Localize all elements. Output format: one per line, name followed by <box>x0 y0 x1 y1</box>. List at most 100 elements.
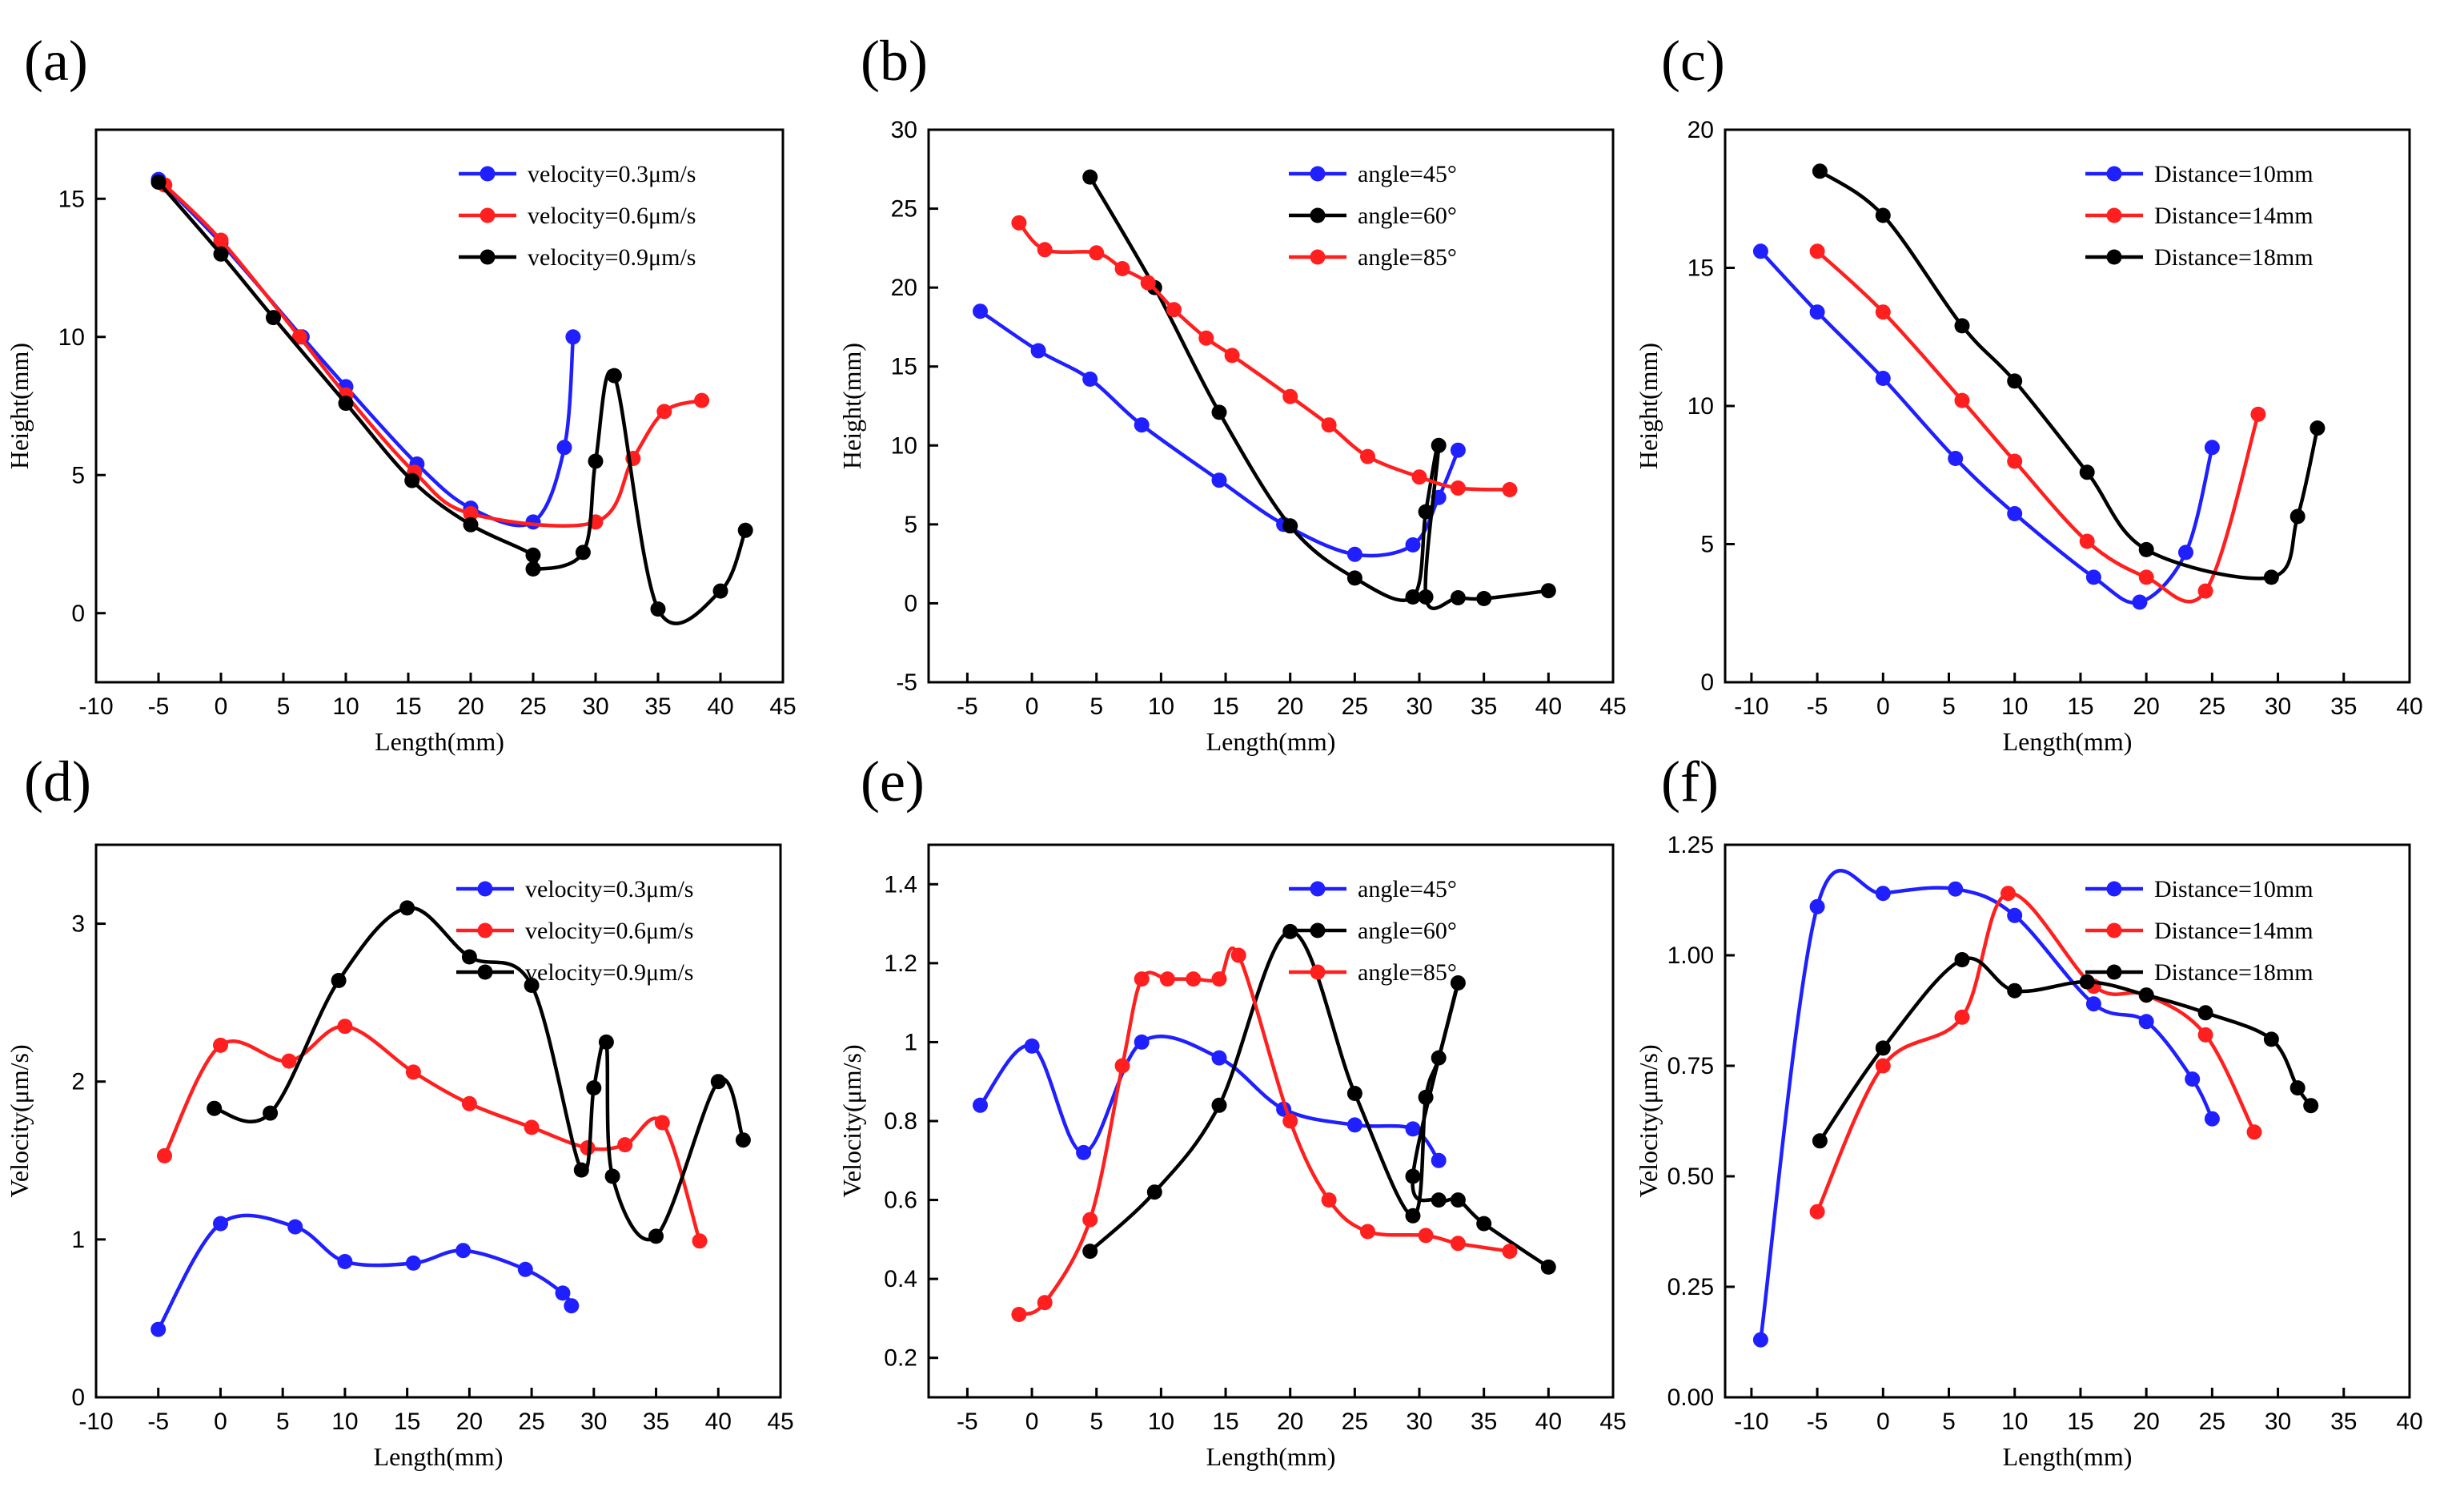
series-2 <box>157 1019 708 1249</box>
data-point <box>1211 472 1227 488</box>
plot-frame <box>1724 843 2411 1399</box>
x-tick-label: 5 <box>1090 1409 1103 1435</box>
data-point <box>1282 1113 1298 1129</box>
x-tick-label: 0 <box>215 693 228 720</box>
data-point <box>1089 245 1105 261</box>
x-tick-label: 40 <box>707 693 733 720</box>
legend-marker <box>2106 964 2122 980</box>
x-tick-label: 25 <box>2199 693 2225 720</box>
data-point <box>150 175 167 190</box>
data-point <box>1030 343 1046 359</box>
x-tick-label: 30 <box>580 1409 607 1435</box>
data-point <box>1809 304 1825 320</box>
data-point <box>2138 541 2154 557</box>
x-tick-label: 10 <box>2001 693 2028 720</box>
y-tick-label: 0 <box>1700 669 1714 696</box>
data-point <box>1752 1332 1768 1348</box>
data-point <box>586 1080 602 1096</box>
data-point <box>1450 480 1466 496</box>
data-point <box>1211 404 1227 420</box>
series-line <box>978 1034 1441 1163</box>
data-point <box>2085 996 2101 1012</box>
plot-frame <box>927 128 1615 684</box>
x-tick-label: 30 <box>2265 693 2291 720</box>
data-point <box>1450 1236 1466 1252</box>
data-point <box>1502 482 1518 497</box>
data-point <box>2197 1027 2213 1043</box>
data-point <box>405 1255 421 1271</box>
panel-label: (a) <box>24 29 88 93</box>
series-1 <box>973 1034 1447 1168</box>
x-tick-label: 15 <box>395 693 421 720</box>
plot-frame <box>1724 128 2411 684</box>
data-point <box>1224 348 1240 364</box>
x-tick-label: 25 <box>518 1409 544 1435</box>
data-point <box>1809 243 1825 259</box>
legend-label: Distance=14mm <box>2154 203 2314 229</box>
x-tick-label: 35 <box>643 1409 669 1435</box>
data-point <box>1418 1228 1434 1244</box>
x-axis-title: Length(mm) <box>375 727 504 756</box>
x-axis-title: Length(mm) <box>2003 1442 2133 1471</box>
data-point <box>598 1034 614 1050</box>
data-point <box>2079 533 2095 549</box>
data-point <box>1411 469 1427 485</box>
data-point <box>2085 569 2101 585</box>
x-tick-label: 25 <box>1342 693 1368 720</box>
y-tick-label: 0.6 <box>884 1188 917 1214</box>
data-point <box>692 1233 708 1249</box>
data-point <box>281 1053 297 1069</box>
y-axis-title: Height(mm) <box>837 343 866 469</box>
data-point <box>1114 261 1130 276</box>
data-point <box>461 1095 477 1111</box>
data-point <box>266 310 281 326</box>
data-point <box>1954 1009 1970 1025</box>
legend-label: velocity=0.3μm/s <box>525 876 693 902</box>
data-point <box>213 1216 228 1232</box>
data-point <box>1476 1216 1492 1232</box>
data-point <box>1011 215 1027 231</box>
chart-panel-2: (b) -5 0 5 10 15 20 25 30 35 40 45 -5 0 5 10 15 20 25 30 Len… <box>837 29 1627 756</box>
data-point <box>2204 1111 2220 1127</box>
x-tick-label: -5 <box>148 693 170 720</box>
y-tick-label: 1.00 <box>1667 942 1714 969</box>
chart-panel-3: (c)-10 -5 0 5 10 15 20 25 30 35 4005101520Length(m… <box>1634 29 2423 756</box>
series-3 <box>207 900 751 1244</box>
x-tick-label: 20 <box>1277 693 1303 720</box>
data-point <box>337 1254 353 1269</box>
x-tick-label: 30 <box>1406 693 1432 720</box>
data-point <box>710 1074 726 1090</box>
legend-label: angle=45° <box>1358 876 1457 902</box>
legend-marker <box>2106 166 2122 182</box>
data-point <box>1282 388 1298 404</box>
data-point <box>207 1100 223 1116</box>
x-tick-label: 5 <box>1942 693 1956 720</box>
panel-label: (d) <box>24 749 91 814</box>
data-point <box>2309 420 2326 436</box>
x-tick-label: 5 <box>277 693 291 720</box>
data-point <box>1812 163 1828 179</box>
data-point <box>213 232 229 248</box>
data-point <box>1418 1089 1434 1105</box>
x-tick-label: 15 <box>394 1409 420 1435</box>
legend-marker <box>477 922 493 938</box>
data-point <box>1431 437 1447 453</box>
x-tick-label: 15 <box>2067 1409 2093 1435</box>
legend-label: velocity=0.6μm/s <box>525 918 693 944</box>
data-point <box>331 973 347 988</box>
legend-label: Distance=14mm <box>2154 918 2314 944</box>
data-point <box>2138 1014 2154 1030</box>
series-3 <box>150 175 753 625</box>
legend-label: angle=45° <box>1358 161 1457 187</box>
y-tick-label: 0.00 <box>1667 1384 1714 1411</box>
data-point <box>1450 590 1466 605</box>
x-tick-label: -5 <box>1807 693 1828 720</box>
data-point <box>463 516 479 532</box>
data-point <box>1954 318 1970 334</box>
data-point <box>1875 886 1891 902</box>
data-point <box>2263 1031 2279 1047</box>
data-point <box>1146 1184 1162 1200</box>
data-point <box>1159 971 1175 987</box>
y-tick-label: 5 <box>1700 532 1714 558</box>
x-tick-label: 25 <box>1342 1409 1368 1435</box>
